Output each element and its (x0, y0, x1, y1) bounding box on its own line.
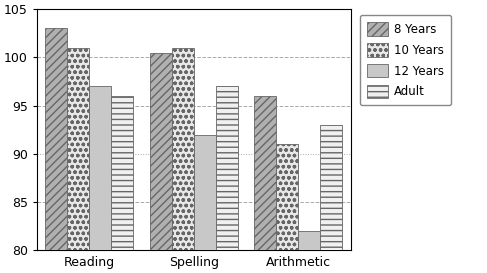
Bar (150, 53, 172, 250)
Bar (67, 48, 89, 250)
Bar (255, 96, 277, 250)
Bar (277, 144, 299, 250)
Bar (194, 135, 216, 250)
Bar (112, 96, 133, 250)
Bar (320, 125, 342, 250)
Bar (216, 86, 238, 250)
Legend: 8 Years, 10 Years, 12 Years, Adult: 8 Years, 10 Years, 12 Years, Adult (360, 15, 451, 105)
Bar (299, 231, 320, 250)
Bar (89, 86, 112, 250)
Bar (45, 28, 67, 250)
Bar (172, 48, 194, 250)
